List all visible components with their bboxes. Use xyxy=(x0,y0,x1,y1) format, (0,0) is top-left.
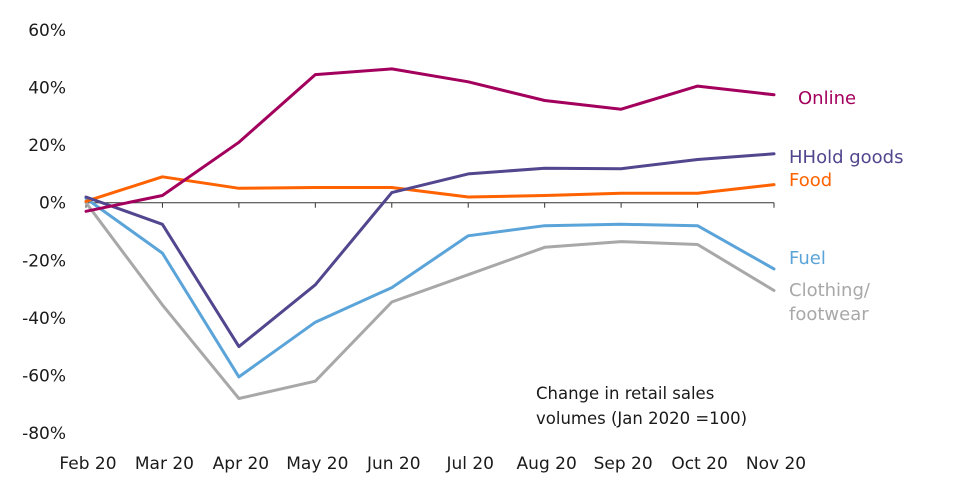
series-label-clothing-footwear: footwear xyxy=(789,304,869,325)
y-tick-label: -80% xyxy=(22,424,66,444)
y-tick-label: -60% xyxy=(22,366,66,386)
y-tick-label: 0% xyxy=(39,194,66,214)
series-lines xyxy=(84,67,776,400)
x-tick-label: Oct 20 xyxy=(671,454,727,474)
y-tick-label: 60% xyxy=(28,21,66,41)
x-axis: Feb 20 Mar 20 Apr 20 May 20 Jun 20 Jul 20 Aug … xyxy=(59,202,806,474)
annotation-line: volumes (Jan 2020 =100) xyxy=(536,409,747,428)
x-tick-label: Jun 20 xyxy=(366,454,421,474)
y-tick-label: -40% xyxy=(22,309,66,329)
x-tick-label: May 20 xyxy=(286,454,348,474)
annotation-line: Change in retail sales xyxy=(536,384,714,403)
x-tick-label: Sep 20 xyxy=(594,454,653,474)
series-line-clothing-footwear xyxy=(84,201,776,400)
y-tick-label: 20% xyxy=(28,136,66,156)
x-tick-label: Apr 20 xyxy=(213,454,269,474)
series-line-hhold-goods xyxy=(84,152,776,349)
series-label-hhold-goods: HHold goods xyxy=(789,147,904,168)
y-tick-label: -20% xyxy=(22,251,66,271)
x-tick-label: Mar 20 xyxy=(135,454,194,474)
series-line-food xyxy=(84,175,776,203)
x-tick-label: Aug 20 xyxy=(517,454,577,474)
series-line-online xyxy=(84,67,776,213)
series-label-food: Food xyxy=(789,170,832,191)
x-tick-label: Nov 20 xyxy=(746,454,806,474)
y-axis-ticks: 60% 40% 20% 0% -20% -40% -60% -80% xyxy=(22,21,66,444)
series-label-clothing-footwear: Clothing/ xyxy=(789,280,871,301)
y-tick-label: 40% xyxy=(28,79,66,99)
series-line-fuel xyxy=(84,196,776,379)
series-label-online: Online xyxy=(798,88,856,109)
series-label-fuel: Fuel xyxy=(789,248,826,269)
x-tick-label: Feb 20 xyxy=(59,454,116,474)
chart-annotation: Change in retail sales volumes (Jan 2020 … xyxy=(536,384,747,428)
x-tick-label: Jul 20 xyxy=(445,454,494,474)
